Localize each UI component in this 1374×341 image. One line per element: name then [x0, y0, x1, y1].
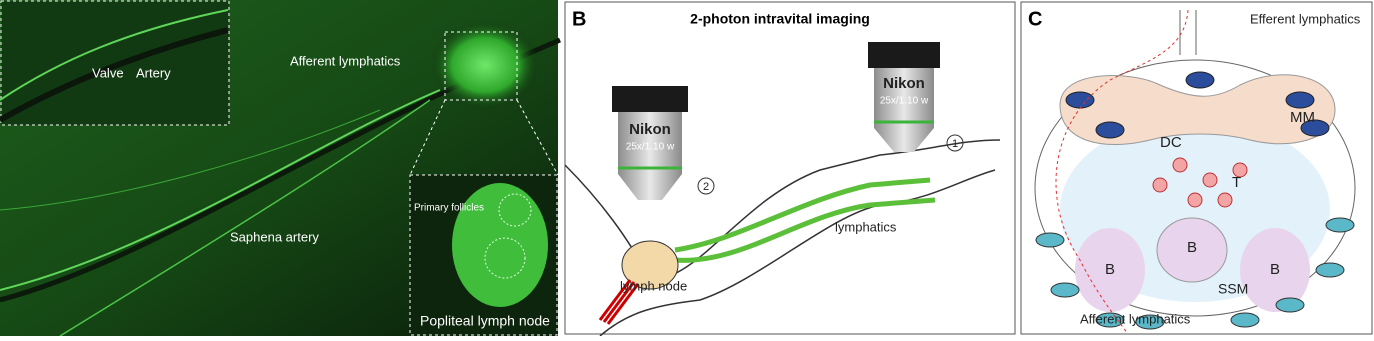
label: Primary follicles [414, 203, 484, 214]
label: B [1270, 261, 1280, 278]
zoom-line [409, 99, 446, 176]
objective-top [612, 86, 688, 112]
objective-top [868, 42, 940, 68]
panel-c: C Efferent lymphatics MM DC T B B B SSM … [1020, 1, 1373, 335]
number-circle [697, 177, 715, 195]
label: Artery [136, 65, 171, 80]
vessels [598, 279, 640, 325]
panel-a: Valve Artery Afferent lymphatics Saphena… [0, 0, 561, 337]
vessel [59, 99, 431, 337]
brand: Nikon [883, 75, 925, 92]
vessel [0, 27, 229, 123]
label: lymphatics [835, 219, 897, 234]
t-cells [1152, 157, 1248, 208]
label: Afferent lymphatics [1080, 311, 1191, 326]
label: Efferent lymphatics [1250, 11, 1361, 26]
label: Saphena artery [230, 229, 319, 244]
label: Valve [92, 65, 124, 80]
vessel [0, 9, 229, 101]
objective-tip [874, 128, 934, 152]
vessel [0, 109, 381, 211]
objective [874, 68, 934, 128]
zoom-box [444, 31, 518, 101]
lens: 25x/1.10 w [626, 142, 675, 153]
lymph-node [621, 240, 679, 290]
lens: 25x/1.10 w [880, 96, 929, 107]
medulla [1059, 74, 1336, 146]
objective [618, 112, 682, 174]
follicle [1075, 228, 1145, 312]
follicle [484, 237, 526, 279]
label: SSM [1218, 281, 1248, 297]
arm-outline [599, 169, 996, 337]
mm-cells [1065, 71, 1330, 139]
lymph-node [452, 183, 548, 307]
label: Popliteal lymph node [420, 313, 550, 329]
label: MM [1290, 109, 1315, 126]
label: Afferent lymphatics [290, 53, 401, 68]
follicle [1156, 217, 1228, 283]
number: 2 [703, 181, 709, 193]
objective-tip [618, 174, 682, 200]
panel-letter: C [1028, 8, 1042, 30]
label: T [1232, 174, 1241, 191]
lymphatic [674, 177, 931, 253]
lymph-flow [1055, 9, 1189, 335]
lymphatic [674, 197, 936, 263]
vessel [0, 89, 441, 291]
efferent-vessel [1179, 10, 1197, 55]
zoom-line [516, 99, 559, 176]
ssm-cells [1035, 217, 1355, 330]
label: lymph node [620, 278, 687, 293]
label: B [1105, 261, 1115, 278]
label: B [1187, 239, 1197, 256]
follicle [1240, 228, 1310, 312]
brand: Nikon [629, 121, 671, 138]
lymph-node-glow [430, 20, 540, 110]
label: DC [1160, 134, 1182, 151]
number-circle [946, 134, 964, 152]
follicle [498, 193, 532, 227]
panel-b: B 2-photon intravital imaging Nikon 25x/… [564, 1, 1016, 337]
panel-letter: B [572, 8, 586, 30]
number: 1 [952, 138, 958, 150]
title: 2-photon intravital imaging [690, 11, 870, 27]
